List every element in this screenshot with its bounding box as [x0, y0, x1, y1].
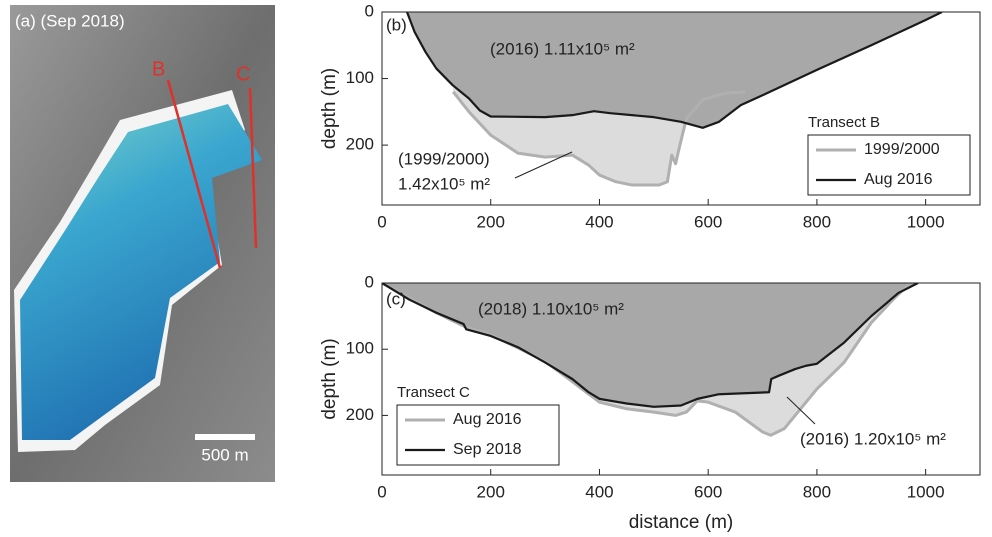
transect-label: B [152, 58, 165, 80]
x-tick-label: 200 [477, 212, 505, 231]
legend-label: Aug 2016 [864, 171, 933, 188]
y-tick-label: 200 [346, 135, 374, 154]
x-tick-label: 0 [377, 482, 386, 501]
annotation: (c) [386, 289, 406, 308]
transect-label: C [236, 63, 250, 85]
y-tick-label: 0 [365, 272, 374, 291]
legend-label: Sep 2018 [453, 441, 522, 458]
y-axis-label: depth (m) [319, 68, 340, 149]
legend-title: Transect B [808, 114, 880, 131]
legend-label: 1999/2000 [864, 141, 940, 158]
area [407, 12, 942, 128]
scale-bar [195, 434, 255, 440]
y-tick-label: 0 [365, 1, 374, 20]
x-tick-label: 600 [694, 482, 722, 501]
x-tick-label: 800 [803, 482, 831, 501]
x-tick-label: 1000 [907, 212, 945, 231]
annotation: (1999/2000) [398, 149, 490, 168]
scale-bar-label: 500 m [201, 445, 248, 464]
x-tick-label: 400 [585, 482, 613, 501]
legend-label: Aug 2016 [453, 411, 522, 428]
y-tick-label: 100 [346, 339, 374, 358]
annotation: (2016) 1.11x10⁵ m² [490, 39, 635, 58]
x-tick-label: 600 [694, 212, 722, 231]
annotation: 1.42x10⁵ m² [398, 174, 490, 193]
x-tick-label: 200 [477, 482, 505, 501]
annotation: (2016) 1.20x10⁵ m² [800, 429, 946, 448]
y-tick-label: 100 [346, 68, 374, 87]
page: (a) (Sep 2018) B C 500 m 0 200 400 600 800 10… [0, 0, 992, 537]
x-axis-label: distance (m) [629, 512, 734, 533]
annotation: (2018) 1.10x10⁵ m² [478, 299, 624, 318]
map-panel: (a) (Sep 2018) B C 500 m [10, 5, 275, 482]
map-label: (a) (Sep 2018) [15, 11, 125, 30]
y-tick-label: 200 [346, 405, 374, 424]
x-tick-label: 400 [585, 212, 613, 231]
x-tick-label: 800 [803, 212, 831, 231]
annotation: (b) [386, 15, 407, 34]
figure: (a) (Sep 2018) B C 500 m 0 200 400 600 800 10… [0, 0, 992, 537]
x-tick-label: 0 [377, 212, 386, 231]
legend-title: Transect C [397, 384, 470, 401]
x-tick-label: 1000 [907, 482, 945, 501]
y-axis-label: depth (m) [319, 338, 340, 419]
